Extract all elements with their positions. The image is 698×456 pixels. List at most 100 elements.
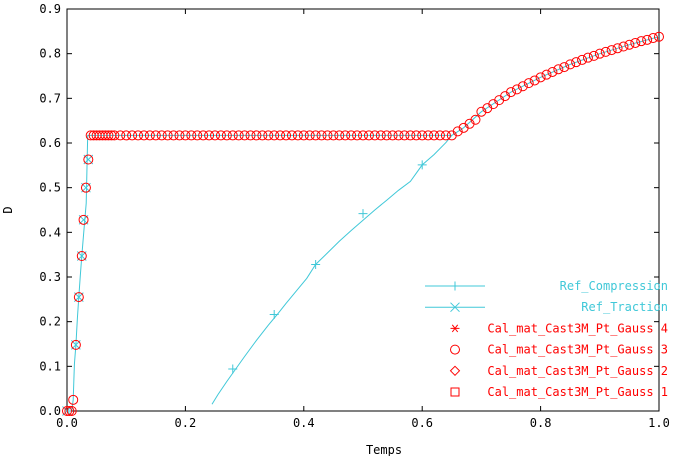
plot-frame — [66, 8, 660, 412]
data-point — [186, 130, 197, 141]
data-point — [363, 130, 374, 141]
data-point — [310, 130, 321, 141]
data-point — [269, 130, 280, 141]
data-point — [423, 130, 434, 141]
data-point — [62, 406, 72, 416]
data-point — [429, 130, 440, 141]
data-point — [393, 130, 404, 141]
x-axis-ticks: 0.0 0.2 0.4 0.6 0.8 1.0 — [56, 9, 670, 430]
data-point — [263, 130, 274, 141]
data-point — [83, 154, 94, 165]
x-axis-label: Temps — [366, 443, 402, 456]
data-point — [127, 130, 138, 141]
data-point — [144, 130, 155, 141]
legend-label: Cal_mat_Cast3M_Pt_Gauss 2 — [487, 364, 668, 378]
data-point — [375, 130, 386, 141]
data-point — [138, 130, 149, 141]
legend-label: Ref_Traction — [581, 300, 668, 314]
series — [211, 135, 453, 405]
data-point — [174, 130, 185, 141]
data-point — [221, 130, 232, 141]
data-point — [511, 84, 522, 95]
data-point — [286, 130, 297, 141]
data-point — [121, 130, 132, 141]
data-point — [547, 66, 558, 77]
legend-marker — [450, 324, 460, 333]
data-point — [411, 130, 422, 141]
legend-label: Cal_mat_Cast3M_Pt_Gauss 1 — [487, 385, 668, 399]
series-layer — [62, 31, 664, 416]
data-point — [150, 130, 161, 141]
data-point — [340, 130, 351, 141]
data-point — [210, 130, 220, 141]
data-point — [369, 130, 380, 141]
x-tick-label: 1.0 — [648, 416, 670, 430]
data-point — [239, 130, 250, 141]
legend-marker — [450, 302, 460, 313]
x-tick-label: 0.0 — [56, 416, 78, 430]
data-point — [381, 130, 392, 141]
data-point — [109, 130, 120, 141]
data-point — [328, 130, 339, 141]
y-tick-label: 0.5 — [39, 181, 61, 195]
data-point — [322, 130, 333, 141]
data-point — [133, 130, 144, 141]
data-point — [417, 130, 428, 141]
data-point — [612, 43, 623, 54]
y-tick-label: 0.3 — [39, 270, 61, 284]
data-point — [180, 130, 191, 141]
plot-area — [66, 8, 660, 412]
data-point — [571, 57, 582, 68]
data-point — [417, 160, 427, 170]
legend-marker — [450, 344, 460, 355]
legend-label: Cal_mat_Cast3M_Pt_Gauss 4 — [487, 321, 668, 335]
data-point — [399, 130, 410, 141]
data-point — [636, 36, 647, 47]
data-point — [204, 130, 215, 141]
data-point — [311, 259, 321, 269]
y-tick-label: 0.9 — [39, 2, 61, 16]
data-point — [594, 48, 605, 59]
data-point — [298, 130, 309, 141]
data-point — [630, 37, 641, 48]
data-point — [470, 114, 481, 125]
data-point — [269, 310, 279, 320]
data-point — [215, 130, 226, 141]
data-point — [233, 130, 244, 141]
data-point — [70, 339, 81, 350]
data-point — [476, 106, 487, 117]
data-point — [115, 130, 126, 141]
data-point — [541, 69, 552, 80]
y-tick-label: 0.0 — [39, 404, 61, 418]
data-point — [358, 209, 368, 219]
y-tick-label: 0.7 — [39, 91, 61, 105]
data-point — [346, 130, 357, 141]
legend-item: Ref_Traction — [425, 300, 668, 314]
data-point — [358, 130, 368, 141]
legend-marker — [450, 387, 460, 397]
data-point — [103, 130, 114, 141]
data-point — [565, 59, 576, 70]
data-point — [257, 130, 268, 141]
series-line — [67, 36, 660, 412]
data-point — [304, 130, 315, 141]
data-point — [606, 45, 617, 56]
data-point — [648, 33, 659, 44]
data-point — [281, 130, 292, 141]
legend-item: Cal_mat_Cast3M_Pt_Gauss 3 — [450, 343, 668, 357]
data-point — [334, 130, 345, 141]
data-point — [162, 130, 173, 141]
data-point — [228, 364, 238, 374]
legend-item: Cal_mat_Cast3M_Pt_Gauss 4 — [450, 321, 668, 335]
series-line — [211, 135, 453, 405]
y-tick-label: 0.4 — [39, 225, 61, 239]
data-point — [440, 130, 451, 141]
data-point — [523, 78, 534, 89]
data-point — [582, 52, 593, 63]
data-point — [292, 130, 303, 141]
data-point — [64, 406, 75, 416]
data-point — [192, 130, 203, 141]
data-point — [352, 130, 363, 141]
data-point — [73, 292, 84, 303]
